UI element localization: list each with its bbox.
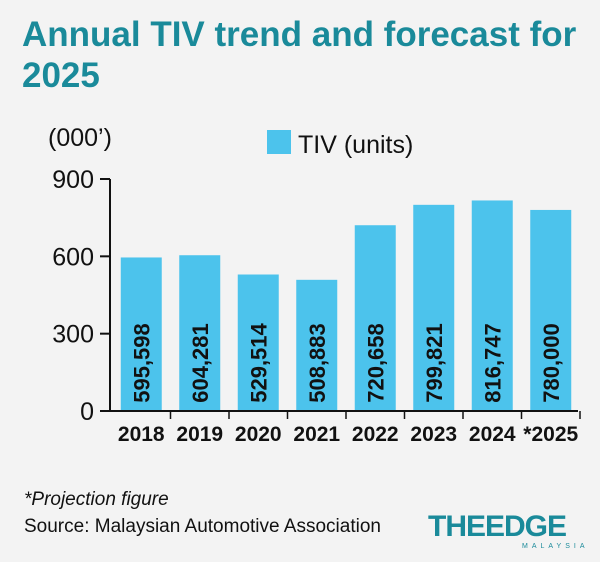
chart-title: Annual TIV trend and forecast for 2025 xyxy=(22,15,577,95)
bar-2025 xyxy=(530,209,572,411)
y-tick-label: 600 xyxy=(52,243,94,271)
bar-value-label: 508,883 xyxy=(305,323,330,403)
legend-swatch xyxy=(267,130,291,154)
bars-group: 595,598 604,281 529,514 508,883 720,658 799,8… xyxy=(120,200,572,411)
footnote: *Projection figure xyxy=(24,489,169,510)
bar-value-label: 816,747 xyxy=(480,323,505,403)
y-axis: 0 300 600 900 xyxy=(52,166,111,426)
logo-subtext: MALAYSIA xyxy=(522,543,589,550)
bar-2018 xyxy=(120,257,162,411)
bar-2021 xyxy=(296,279,338,411)
y-tick-label: 300 xyxy=(52,321,94,349)
bar-2020 xyxy=(237,274,279,411)
bar-value-label: 720,658 xyxy=(363,323,388,403)
source-note: Source: Malaysian Automotive Association xyxy=(24,516,381,537)
bar-value-label: 799,821 xyxy=(422,323,447,403)
the-edge-logo: THEEDGE MALAYSIA xyxy=(428,510,589,550)
x-tick-label: 2018 xyxy=(118,423,165,446)
legend: TIV (units) xyxy=(267,130,413,159)
bar-2019 xyxy=(179,255,221,411)
bar-value-label: 529,514 xyxy=(246,322,271,402)
x-tick-label: *2025 xyxy=(523,423,578,446)
bar-2022 xyxy=(354,225,396,411)
x-tick-label: 2023 xyxy=(410,423,457,446)
x-tick-label: 2022 xyxy=(352,423,399,446)
bar-2024 xyxy=(471,200,513,411)
bar-value-label: 604,281 xyxy=(188,323,213,403)
x-tick-label: 2019 xyxy=(176,423,223,446)
y-tick-label: 0 xyxy=(80,398,94,426)
x-axis: 2018 2019 2020 2021 2022 2023 2024 *2025 xyxy=(110,410,581,446)
bar-value-label: 595,598 xyxy=(129,323,154,403)
logo-text: THEEDGE xyxy=(428,510,566,543)
x-tick-label: 2020 xyxy=(235,423,282,446)
legend-label: TIV (units) xyxy=(298,131,413,159)
bar-value-label: 780,000 xyxy=(539,323,564,403)
bar-chart: TIV (units) (000’) 0 300 600 900 595,598 604… xyxy=(48,124,581,446)
bar-2023 xyxy=(413,204,455,411)
y-axis-unit-label: (000’) xyxy=(48,124,112,152)
x-tick-label: 2024 xyxy=(469,423,516,446)
x-tick-label: 2021 xyxy=(293,423,340,446)
y-tick-label: 900 xyxy=(52,166,94,194)
